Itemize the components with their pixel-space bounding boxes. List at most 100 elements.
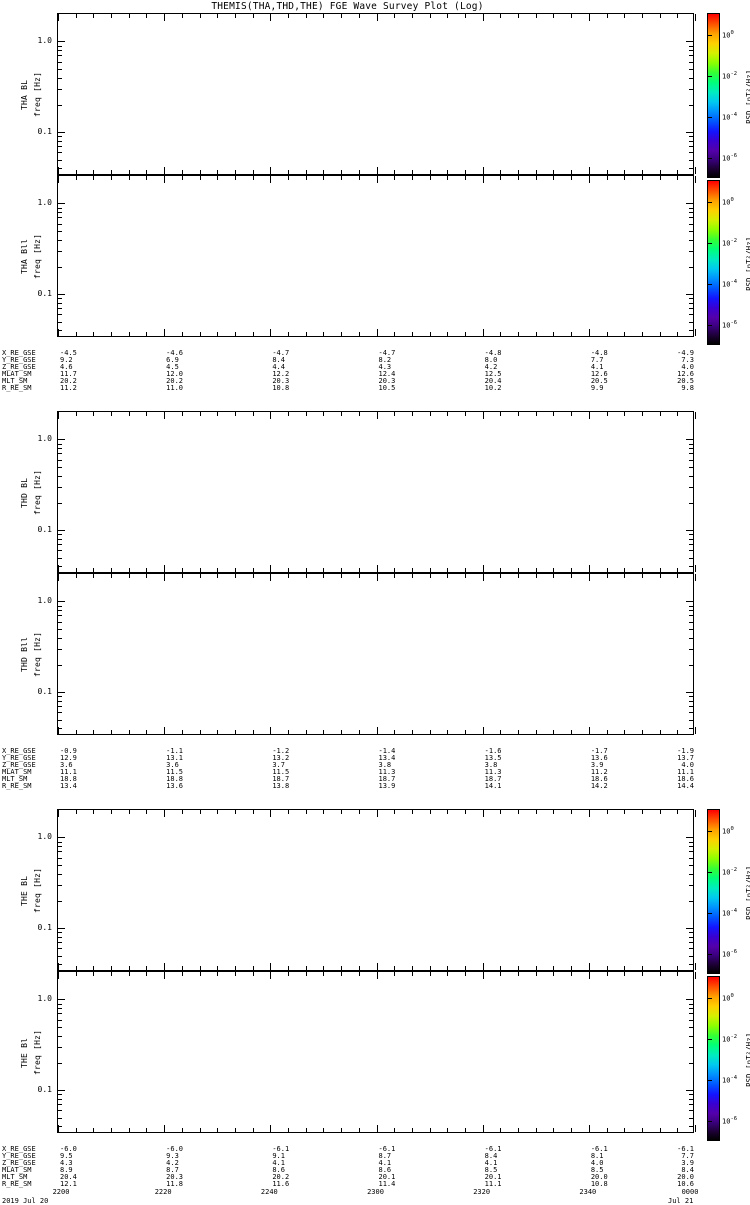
- colorbar-tick: [708, 998, 712, 999]
- x-minor-tick: [553, 568, 554, 572]
- ephemeris-row-name: Y_RE_GSE: [2, 754, 36, 763]
- time-axis-label: 2220: [154, 1188, 172, 1197]
- y-minor-tick: [58, 146, 62, 147]
- ephemeris-column-the-1: -6.0 9.3 4.2 8.7 20.3 11.8: [166, 1145, 183, 1189]
- x-minor-tick: [607, 972, 608, 976]
- x-minor-tick: [518, 730, 519, 734]
- colorbar-tick-label: 10-4: [722, 1075, 738, 1085]
- x-major-tick: [377, 565, 378, 572]
- x-minor-tick: [111, 810, 112, 814]
- ephemeris-value: 20.2: [166, 377, 184, 386]
- ephemeris-value: 18.6: [590, 775, 608, 784]
- y-minor-tick: [58, 444, 62, 445]
- y-minor-tick: [689, 948, 693, 949]
- ephemeris-value: 9.9: [590, 384, 604, 393]
- ephemeris-row-name: Z_RE_GSE: [2, 363, 36, 372]
- x-minor-tick: [253, 568, 254, 572]
- y-minor-tick: [689, 629, 693, 630]
- x-major-tick: [270, 412, 271, 419]
- x-major-tick: [270, 14, 271, 21]
- x-major-tick: [164, 14, 165, 21]
- x-minor-tick: [341, 176, 342, 180]
- colorbar-tick-label: 10-4: [722, 112, 738, 122]
- ephemeris-value: 11.7: [60, 370, 77, 379]
- x-major-tick: [483, 972, 484, 979]
- x-minor-tick: [359, 412, 360, 416]
- x-minor-tick: [677, 332, 678, 336]
- y-minor-tick: [689, 837, 693, 838]
- x-minor-tick: [518, 810, 519, 814]
- x-minor-tick: [607, 170, 608, 174]
- x-minor-tick: [500, 1128, 501, 1132]
- y-minor-tick: [689, 1004, 693, 1005]
- x-minor-tick: [200, 574, 201, 578]
- x-minor-tick: [359, 14, 360, 18]
- x-minor-tick: [465, 810, 466, 814]
- y-minor-tick: [58, 251, 62, 252]
- x-minor-tick: [553, 810, 554, 814]
- x-minor-tick: [447, 332, 448, 336]
- y-minor-tick: [58, 105, 62, 106]
- ephemeris-column-the-5: -6.1 8.1 4.0 8.5 20.0 10.8: [591, 1145, 608, 1189]
- x-minor-tick: [677, 176, 678, 180]
- y-minor-tick: [689, 62, 693, 63]
- x-minor-tick: [111, 14, 112, 18]
- x-minor-tick: [553, 574, 554, 578]
- x-minor-tick: [571, 972, 572, 976]
- y-minor-tick: [58, 1008, 62, 1009]
- colorbar-tick-label: 100: [722, 197, 734, 207]
- x-minor-tick: [430, 412, 431, 416]
- time-axis-label: 2340: [579, 1188, 597, 1197]
- ephemeris-value: 4.3: [60, 1159, 73, 1168]
- x-minor-tick: [412, 966, 413, 970]
- x-minor-tick: [323, 332, 324, 336]
- ephemeris-value: 10.5: [378, 384, 396, 393]
- time-axis-label: 0000: [681, 1188, 699, 1197]
- y-minor-tick: [58, 1118, 62, 1119]
- y-minor-tick: [58, 50, 62, 51]
- y-minor-tick: [689, 851, 693, 852]
- y-minor-tick: [689, 460, 693, 461]
- ephemeris-value: 11.2: [60, 384, 77, 393]
- x-minor-tick: [253, 574, 254, 578]
- x-minor-tick: [288, 332, 289, 336]
- x-major-tick: [270, 963, 271, 970]
- x-minor-tick: [111, 170, 112, 174]
- x-major-tick: [270, 1125, 271, 1132]
- x-minor-tick: [624, 810, 625, 814]
- ephemeris-value: 11.6: [272, 1180, 290, 1189]
- y-minor-tick: [689, 964, 693, 965]
- y-minor-tick: [58, 720, 62, 721]
- colorbar-tick-label: 10-2: [722, 1034, 738, 1044]
- y-minor-tick: [689, 224, 693, 225]
- x-minor-tick: [394, 412, 395, 416]
- x-minor-tick: [146, 1128, 147, 1132]
- y-minor-tick: [58, 208, 62, 209]
- x-minor-tick: [129, 568, 130, 572]
- ephemeris-column-thd-0: -0.9 12.9 3.6 11.1 18.8 13.4: [60, 747, 77, 791]
- ephemeris-value: -4.6: [166, 349, 184, 357]
- x-major-tick: [695, 329, 696, 336]
- colorbar-tick-label: 10-6: [722, 949, 738, 959]
- x-major-tick: [164, 167, 165, 174]
- x-minor-tick: [129, 412, 130, 416]
- x-minor-tick: [76, 966, 77, 970]
- y-minor-tick: [58, 928, 62, 929]
- x-minor-tick: [642, 1128, 643, 1132]
- y-minor-tick: [689, 649, 693, 650]
- x-major-tick: [377, 574, 378, 581]
- x-minor-tick: [341, 574, 342, 578]
- ephemeris-value: 8.4: [484, 1152, 498, 1161]
- y-minor-tick: [689, 558, 693, 559]
- x-minor-tick: [430, 1128, 431, 1132]
- x-minor-tick: [518, 1128, 519, 1132]
- x-minor-tick: [111, 972, 112, 976]
- x-minor-tick: [129, 966, 130, 970]
- x-minor-tick: [323, 412, 324, 416]
- x-minor-tick: [607, 332, 608, 336]
- x-minor-tick: [607, 966, 608, 970]
- y-minor-tick: [58, 901, 62, 902]
- ephemeris-value: 3.7: [272, 761, 285, 770]
- x-minor-tick: [146, 14, 147, 18]
- y-minor-tick: [58, 168, 62, 169]
